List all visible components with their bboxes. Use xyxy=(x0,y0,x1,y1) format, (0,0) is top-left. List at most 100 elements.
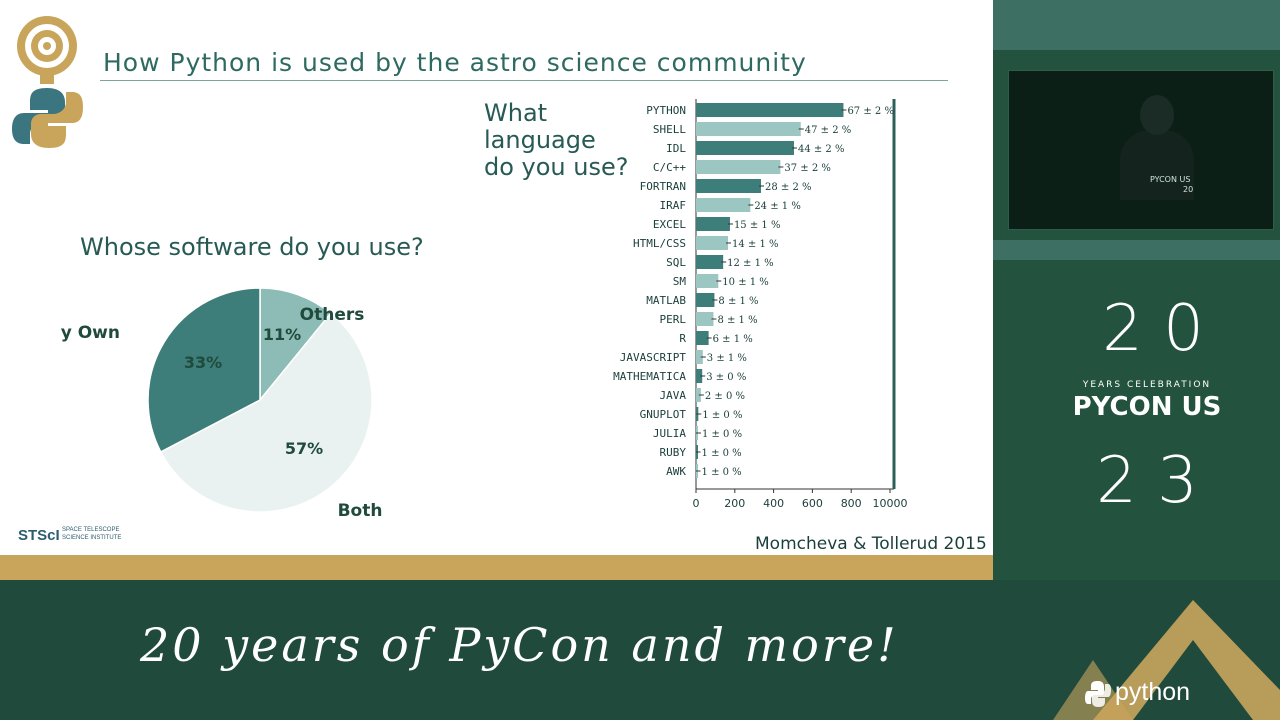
slide-title: How Python is used by the astro science … xyxy=(103,48,807,77)
bar-value-label: 6 ± 1 % xyxy=(713,334,753,345)
bar-category-label: SHELL xyxy=(653,123,686,136)
bar-python xyxy=(696,103,844,117)
bar-html-css xyxy=(696,236,729,250)
pie-percent-others: 11% xyxy=(263,325,301,344)
bar-c-c- xyxy=(696,160,781,174)
pie-chart-heading: Whose software do you use? xyxy=(80,233,424,261)
bar-category-label: JAVA xyxy=(660,389,687,402)
bar-value-label: 24 ± 1 % xyxy=(754,201,801,212)
bar-perl xyxy=(696,312,714,326)
citation: Momcheva & Tollerud 2015 xyxy=(755,534,987,554)
bar-value-label: 1 ± 0 % xyxy=(702,410,742,421)
bar-value-label: 44 ± 2 % xyxy=(798,144,845,155)
right-panel-mid-strip xyxy=(993,240,1280,260)
bar-value-label: 1 ± 0 % xyxy=(702,448,742,459)
bar-idl xyxy=(696,141,794,155)
bar-value-label: 67 ± 2 % xyxy=(847,106,894,117)
bar-mathematica xyxy=(696,369,703,383)
stsci-logo-subtitle: SPACE TELESCOPE SCIENCE INSTITUTE xyxy=(62,527,122,541)
pie-label-my-own: My Own xyxy=(60,323,120,343)
bar-category-label: IDL xyxy=(666,142,686,155)
bar-excel xyxy=(696,217,730,231)
bar-value-label: 15 ± 1 % xyxy=(734,220,781,231)
bar-sql xyxy=(696,255,724,269)
right-panel-top-strip xyxy=(993,0,1280,50)
bar-value-label: 12 ± 1 % xyxy=(727,258,774,269)
year-top-digits: 2 0 xyxy=(1102,292,1204,366)
camera-year-label: 20 xyxy=(1183,185,1194,194)
bar-value-label: 8 ± 1 % xyxy=(717,315,757,326)
bar-category-label: MATHEMATICA xyxy=(613,370,686,383)
presentation-slide xyxy=(0,0,993,555)
spiral-logo-icon xyxy=(17,16,77,84)
bar-category-label: C/C++ xyxy=(653,161,686,174)
speaker-silhouette-head xyxy=(1140,95,1174,135)
bar-value-label: 28 ± 2 % xyxy=(765,182,812,193)
year-bottom-digits: 2 3 xyxy=(1096,444,1198,518)
camera-pycon-label: PYCON US xyxy=(1150,175,1191,184)
bar-fortran xyxy=(696,179,761,193)
bar-category-label: MATLAB xyxy=(646,294,686,307)
conference-tagline: 20 years of PyCon and more! xyxy=(140,618,899,672)
stsci-logo-text: STScI xyxy=(18,527,60,544)
bar-category-label: FORTRAN xyxy=(640,180,686,193)
bar-value-label: 8 ± 1 % xyxy=(718,296,758,307)
pie-percent-both: 57% xyxy=(285,439,323,458)
pie-label-others: Others xyxy=(300,305,365,325)
bar-chart: PYTHON 67 ± 2 % SHELL 47 ± 2 % IDL 44 ± 2 % C/… xyxy=(613,99,908,510)
bar-value-label: 37 ± 2 % xyxy=(784,163,831,174)
bar-iraf xyxy=(696,198,751,212)
bar-category-label: HTML/CSS xyxy=(633,237,686,250)
speaker-video xyxy=(1008,70,1274,230)
pycon-2023-branding: 2 0 YEARS CELEBRATION PYCON US 2 3 xyxy=(1073,292,1222,518)
bar-category-label: PYTHON xyxy=(646,104,686,117)
bar-category-label: GNUPLOT xyxy=(640,408,687,421)
bar-category-label: JULIA xyxy=(653,427,686,440)
bar-value-label: 3 ± 0 % xyxy=(706,372,746,383)
pie-percent-my-own: 33% xyxy=(184,353,222,372)
bar-java xyxy=(696,388,701,402)
python-logo-icon xyxy=(12,88,83,148)
bar-heading-line-1: What xyxy=(484,99,548,127)
bar-shell xyxy=(696,122,801,136)
pie-label-both: Both xyxy=(338,501,383,520)
bar-category-label: RUBY xyxy=(660,446,687,459)
bar-r xyxy=(696,331,709,345)
bar-x-tick-label: 600 xyxy=(802,497,823,510)
bar-x-tick-label: 200 xyxy=(724,497,745,510)
bar-chart-heading: What language do you use? xyxy=(484,100,664,181)
pie-slice-my-own xyxy=(147,287,261,453)
bar-category-label: EXCEL xyxy=(653,218,686,231)
title-underline xyxy=(100,80,948,81)
bar-category-label: JAVASCRIPT xyxy=(620,351,687,364)
bar-value-label: 1 ± 0 % xyxy=(702,429,742,440)
bar-category-label: SM xyxy=(673,275,687,288)
bar-value-label: 10 ± 1 % xyxy=(722,277,769,288)
bar-x-tick-label: 0 xyxy=(693,497,700,510)
bar-category-label: R xyxy=(679,332,686,345)
bar-x-tick-label: 10000 xyxy=(873,497,908,510)
bar-category-label: AWK xyxy=(666,465,686,478)
pie-slice-others xyxy=(259,287,332,403)
bar-heading-line-2: language xyxy=(484,126,596,154)
bar-category-label: PERL xyxy=(660,313,687,326)
slide-logos xyxy=(12,16,83,148)
bar-heading-line-3: do you use? xyxy=(484,153,629,181)
bar-javascript xyxy=(696,350,703,364)
bar-matlab xyxy=(696,293,715,307)
bar-value-label: 14 ± 1 % xyxy=(732,239,779,250)
bar-value-label: 47 ± 2 % xyxy=(805,125,852,136)
bar-sm xyxy=(696,274,719,288)
bar-value-label: 3 ± 1 % xyxy=(707,353,747,364)
python-footer-wordmark: python xyxy=(1115,678,1191,706)
bar-category-label: SQL xyxy=(666,256,686,269)
python-footer-icon xyxy=(1085,681,1111,707)
bar-value-label: 2 ± 0 % xyxy=(705,391,745,402)
bar-x-tick-label: 800 xyxy=(841,497,862,510)
pycon-us-label: PYCON US xyxy=(1073,392,1222,422)
years-celebration-label: YEARS CELEBRATION xyxy=(1082,380,1211,390)
speaker-silhouette-body xyxy=(1120,130,1194,200)
bar-value-label: 1 ± 0 % xyxy=(702,467,742,478)
bar-x-tick-label: 400 xyxy=(763,497,784,510)
